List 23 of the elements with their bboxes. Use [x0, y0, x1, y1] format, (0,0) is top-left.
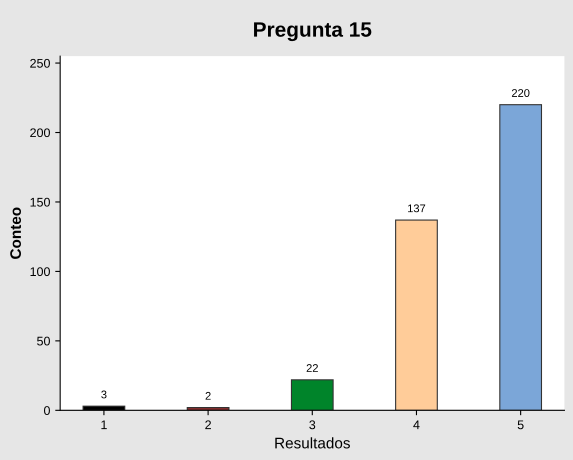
- x-tick-label: 3: [309, 420, 316, 430]
- x-tick-label: 5: [518, 420, 524, 430]
- bar: [395, 219, 438, 410]
- y-axis-title: Conteo: [10, 208, 22, 259]
- data-label: 220: [512, 89, 530, 97]
- data-label: 3: [101, 390, 107, 398]
- data-label: 22: [306, 364, 318, 372]
- y-tick-label: 0: [44, 406, 50, 415]
- x-tick-label: 1: [101, 420, 107, 430]
- y-tick-label: 50: [37, 336, 50, 346]
- chart-title: Pregunta 15: [254, 22, 372, 42]
- bar: [499, 104, 542, 410]
- bar: [186, 406, 230, 410]
- x-tick-label: 4: [413, 420, 420, 430]
- data-label: 137: [408, 204, 426, 212]
- y-tick-label: 150: [30, 198, 50, 207]
- y-tick-label: 200: [30, 128, 50, 138]
- y-tick-label: 250: [30, 58, 50, 68]
- data-label: 2: [206, 392, 211, 400]
- y-tick-label: 100: [30, 267, 50, 276]
- x-axis-title: Resultados: [275, 437, 350, 448]
- bar: [290, 379, 334, 410]
- x-tick-label: 2: [205, 420, 211, 430]
